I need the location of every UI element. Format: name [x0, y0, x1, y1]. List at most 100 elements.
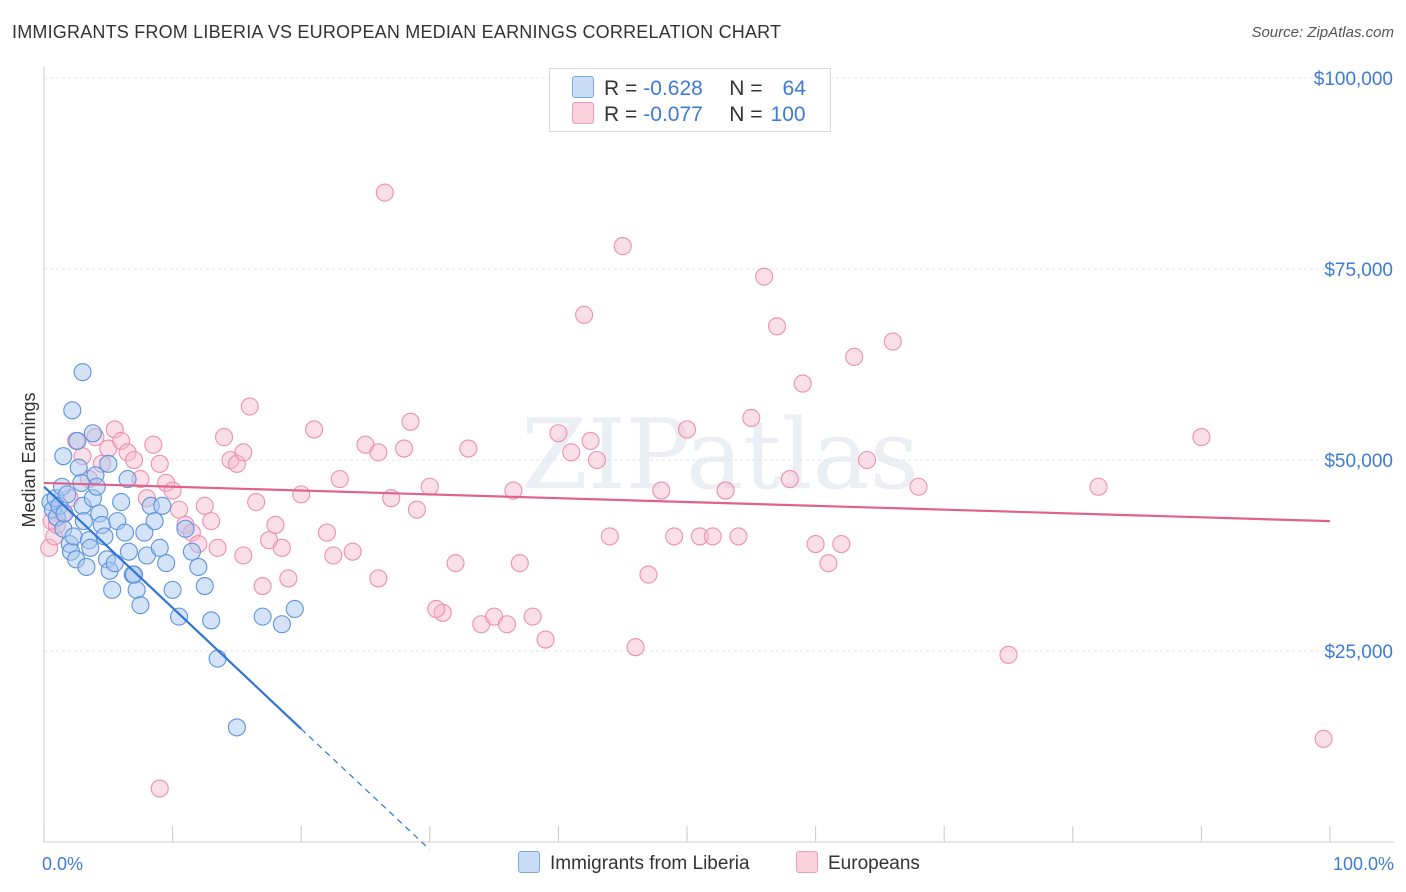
y-tick-label: $100,000	[1314, 69, 1393, 90]
point-liberia	[83, 424, 102, 443]
y-axis-label: Median Earnings	[19, 392, 39, 527]
point-europeans	[677, 420, 697, 439]
legend-swatch-blue	[572, 76, 594, 98]
point-liberia	[208, 649, 227, 668]
point-europeans	[716, 481, 735, 500]
point-liberia	[105, 554, 124, 573]
point-europeans	[806, 534, 825, 554]
point-liberia	[77, 557, 96, 577]
point-europeans	[401, 412, 420, 431]
point-europeans	[1314, 729, 1333, 748]
y-tick-label: $25,000	[1324, 642, 1393, 663]
point-liberia	[150, 538, 169, 557]
legend-swatch-blue	[518, 851, 540, 873]
point-europeans	[395, 439, 414, 458]
legend-n-label: N =	[729, 77, 763, 100]
legend-n-value: 64	[782, 77, 806, 100]
point-europeans	[272, 538, 291, 557]
point-europeans	[305, 420, 324, 439]
point-liberia	[64, 527, 83, 546]
point-europeans	[427, 599, 446, 619]
point-liberia	[99, 454, 118, 473]
point-europeans	[497, 615, 517, 634]
point-liberia	[58, 485, 77, 504]
legend-n-value: 100	[770, 103, 806, 126]
source-label: Source: ZipAtlas.com	[1251, 24, 1394, 41]
point-europeans	[562, 443, 581, 462]
point-liberia	[63, 401, 82, 420]
y-tick-label: $50,000	[1324, 451, 1393, 472]
legend-swatch-pink	[796, 851, 818, 873]
point-europeans	[755, 267, 774, 286]
point-europeans	[407, 500, 426, 519]
point-europeans	[845, 347, 864, 366]
point-europeans	[832, 534, 851, 554]
point-liberia	[157, 554, 176, 573]
point-europeans	[793, 374, 812, 393]
point-europeans	[227, 454, 246, 473]
point-europeans	[150, 779, 169, 798]
point-europeans	[613, 237, 632, 256]
point-liberia	[54, 447, 73, 466]
point-europeans	[234, 546, 253, 565]
point-liberia	[81, 538, 100, 557]
point-liberia	[227, 718, 246, 737]
legend-row-liberia: R = -0.628 N = 64	[572, 76, 806, 100]
point-liberia	[124, 565, 144, 584]
point-europeans	[587, 450, 607, 470]
point-europeans	[600, 527, 619, 546]
point-europeans	[729, 527, 748, 546]
point-liberia	[112, 492, 131, 512]
point-europeans	[343, 542, 362, 561]
point-europeans	[105, 420, 124, 439]
point-europeans	[163, 481, 182, 500]
point-europeans	[1192, 428, 1211, 447]
trend-line-liberia	[43, 485, 302, 730]
point-europeans	[665, 527, 684, 546]
point-europeans	[112, 431, 131, 450]
point-liberia	[73, 363, 92, 382]
point-liberia	[285, 599, 304, 619]
point-europeans	[144, 435, 163, 454]
point-europeans	[523, 607, 542, 626]
point-liberia	[74, 512, 93, 531]
point-liberia	[103, 580, 122, 599]
point-europeans	[549, 424, 568, 443]
point-europeans	[767, 317, 787, 336]
point-europeans	[330, 470, 349, 489]
point-europeans	[195, 496, 214, 515]
point-liberia	[176, 519, 195, 538]
point-europeans	[652, 481, 671, 500]
point-europeans	[581, 431, 600, 450]
legend-label-europeans: Europeans	[828, 853, 920, 874]
point-europeans	[40, 538, 59, 557]
x-tick-label: 0.0%	[42, 854, 83, 874]
trend-line-liberia-extension	[300, 728, 431, 851]
point-liberia	[202, 611, 221, 630]
point-europeans	[819, 554, 838, 573]
point-liberia	[68, 431, 87, 450]
legend-label-liberia: Immigrants from Liberia	[550, 853, 750, 874]
point-europeans	[703, 527, 722, 546]
legend-row-europeans: R = -0.077 N = 100	[572, 102, 806, 126]
point-europeans	[214, 428, 234, 447]
legend-n-label: N =	[729, 103, 763, 126]
point-europeans	[639, 565, 658, 584]
point-europeans	[369, 443, 388, 462]
point-europeans	[780, 470, 799, 489]
y-tick-label: $75,000	[1324, 260, 1393, 281]
point-liberia	[127, 580, 146, 599]
point-europeans	[690, 527, 709, 546]
point-europeans	[240, 397, 259, 416]
legend-swatch-pink	[572, 102, 594, 124]
point-europeans	[375, 183, 394, 202]
point-europeans	[253, 577, 272, 596]
point-europeans	[150, 454, 169, 473]
point-liberia	[182, 542, 201, 561]
point-europeans	[504, 481, 523, 500]
point-liberia	[272, 615, 291, 634]
point-liberia	[115, 523, 135, 542]
point-liberia	[87, 477, 106, 496]
legend-r-label: R =	[604, 103, 638, 126]
